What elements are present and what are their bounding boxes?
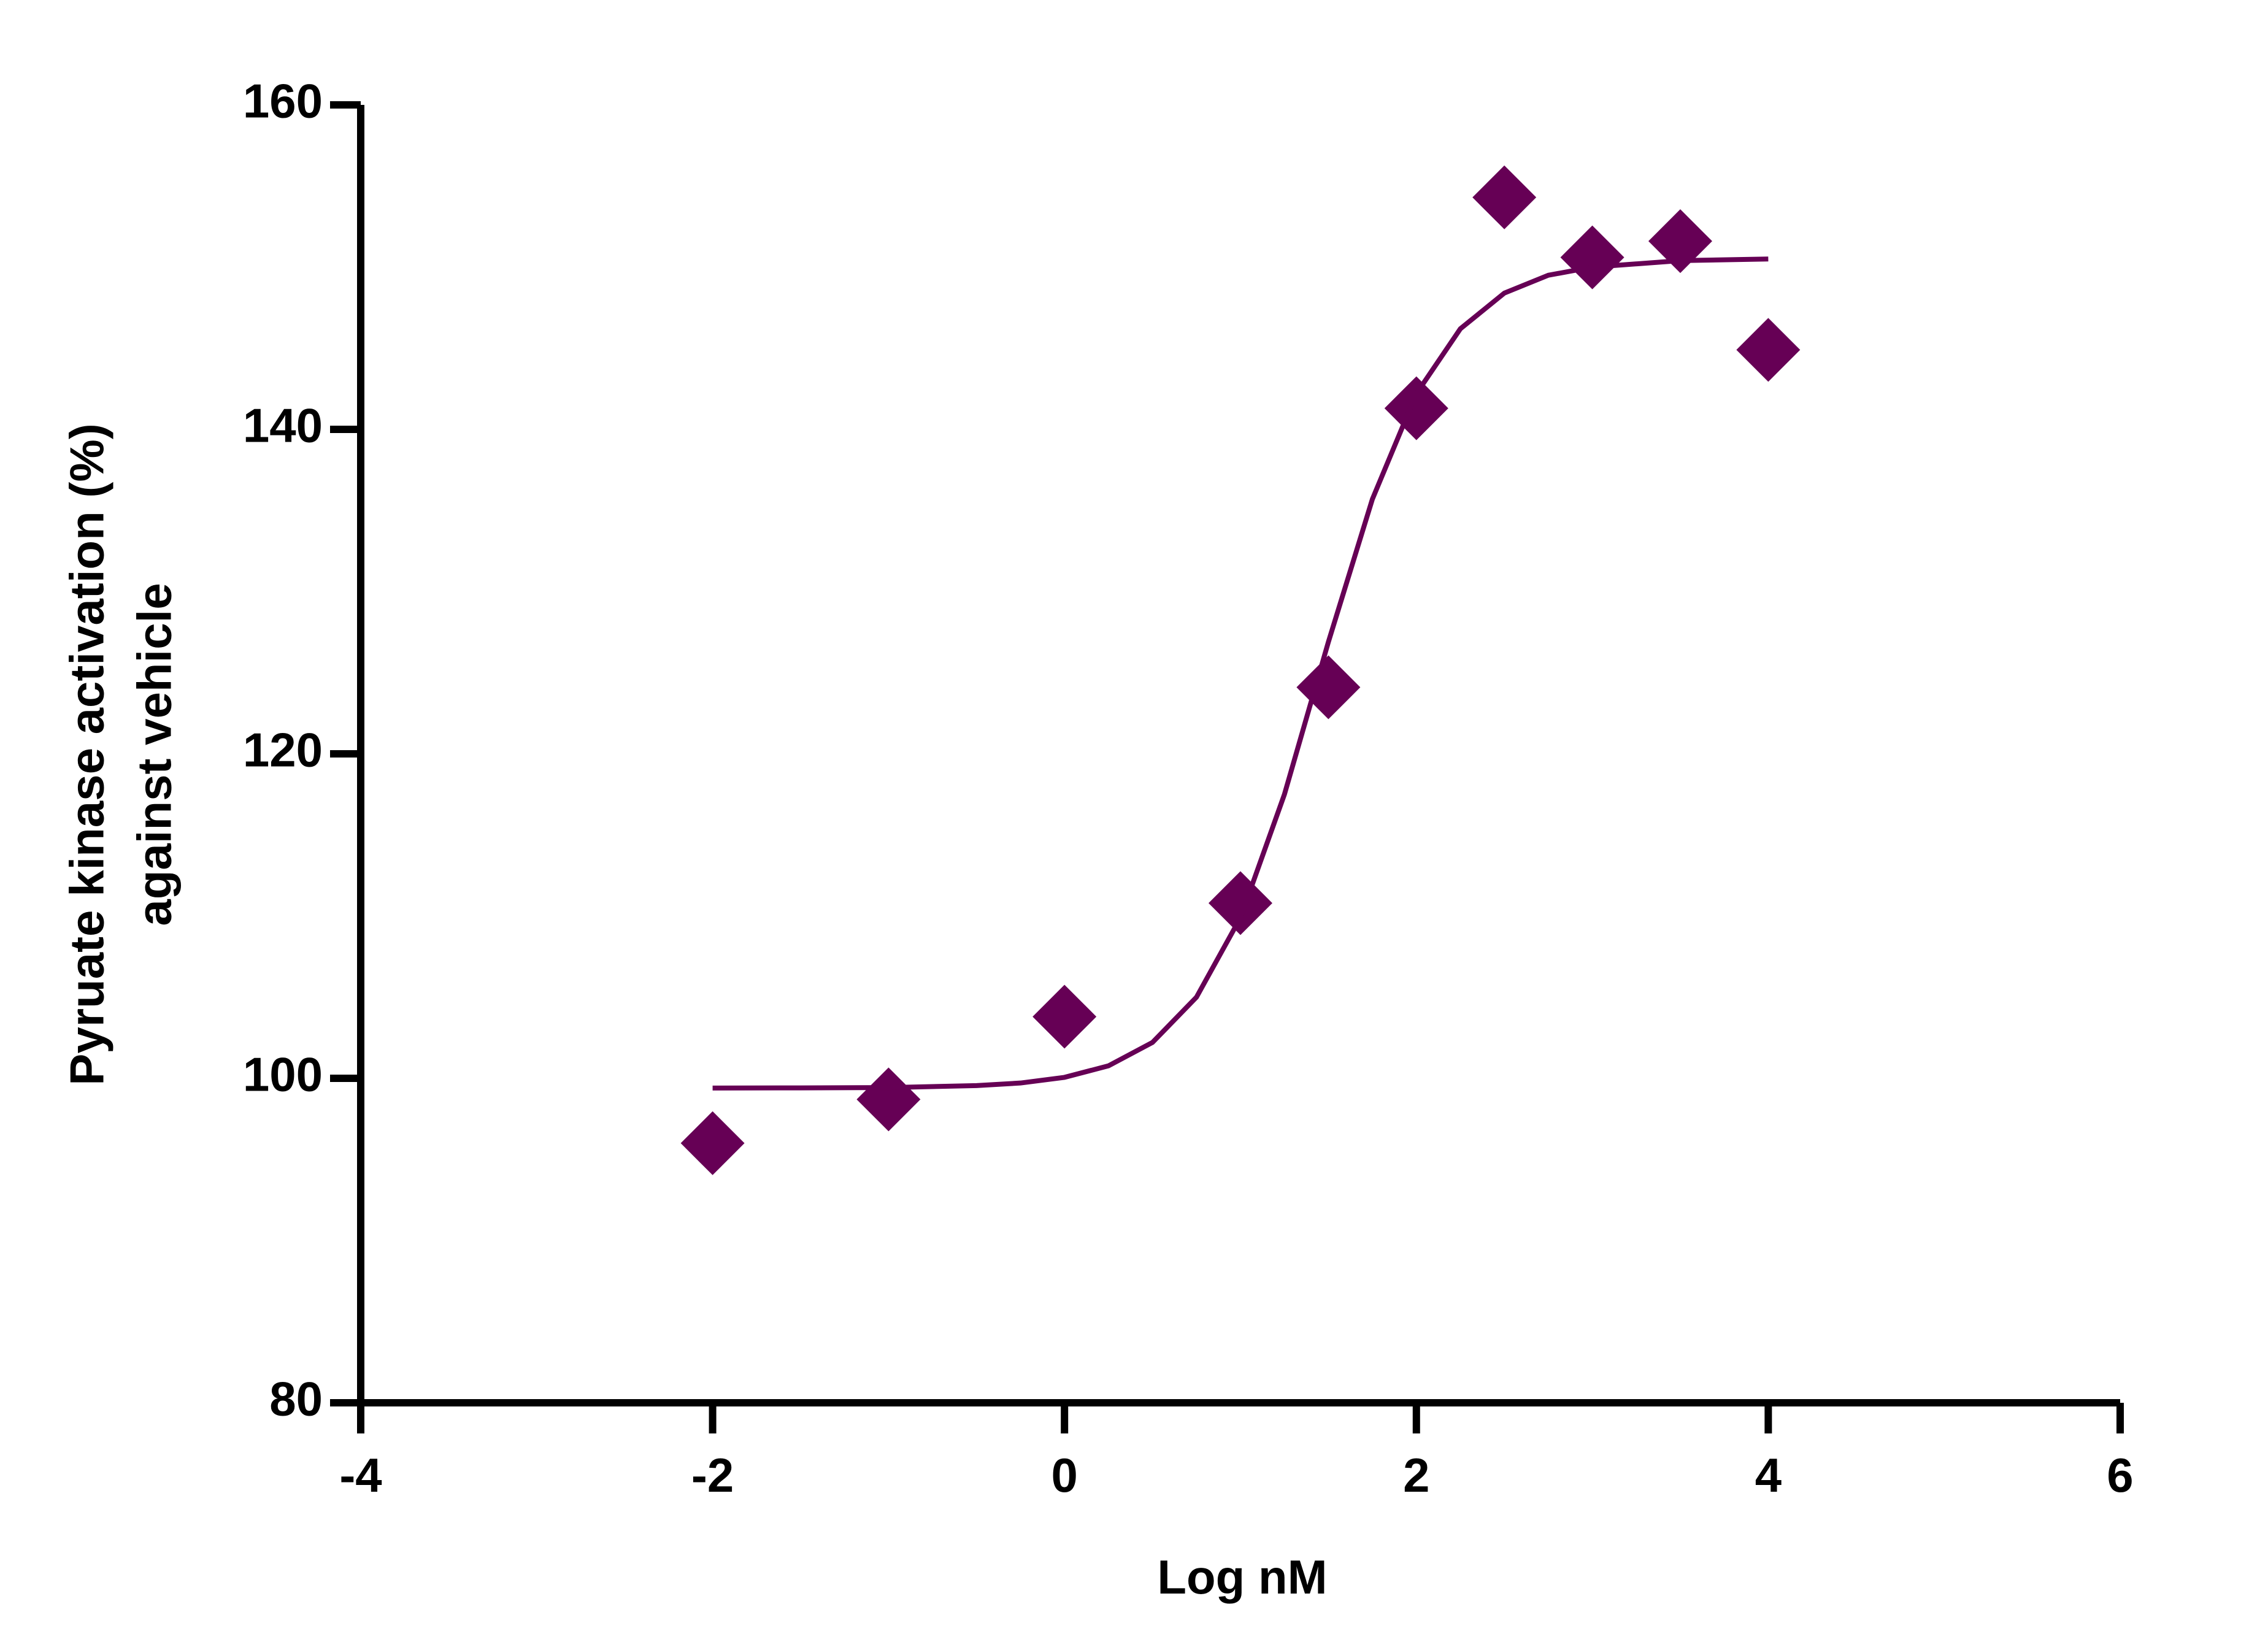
data-point	[1209, 871, 1272, 935]
x-tick-label: -2	[691, 1448, 734, 1502]
x-tick-label: 4	[1755, 1448, 1782, 1502]
fit-curve	[712, 256, 1769, 1091]
y-tick-label: 120	[243, 723, 323, 777]
x-axis-label: Log nM	[1157, 1550, 1327, 1604]
y-tick-label: 100	[243, 1048, 323, 1102]
data-point	[1648, 209, 1712, 274]
data-point	[1472, 165, 1537, 229]
data-point	[1384, 376, 1448, 440]
data-point	[1736, 318, 1801, 382]
data-point	[1296, 655, 1361, 719]
data-point	[1032, 984, 1097, 1049]
y-tick-label: 80	[269, 1372, 323, 1426]
x-tick-label: 0	[1051, 1448, 1078, 1502]
data-point	[1560, 225, 1624, 290]
y-axis-label: Pyruate kinase activation (%)	[60, 423, 114, 1085]
data-point	[680, 1111, 745, 1175]
y-tick-label: 140	[243, 399, 323, 453]
x-tick-label: 6	[2107, 1448, 2133, 1502]
x-tick-label: 2	[1403, 1448, 1429, 1502]
data-point	[856, 1067, 921, 1132]
x-tick-label: -4	[339, 1448, 382, 1502]
y-tick-label: 160	[243, 74, 323, 128]
y-axis-label: against vehicle	[128, 583, 182, 926]
